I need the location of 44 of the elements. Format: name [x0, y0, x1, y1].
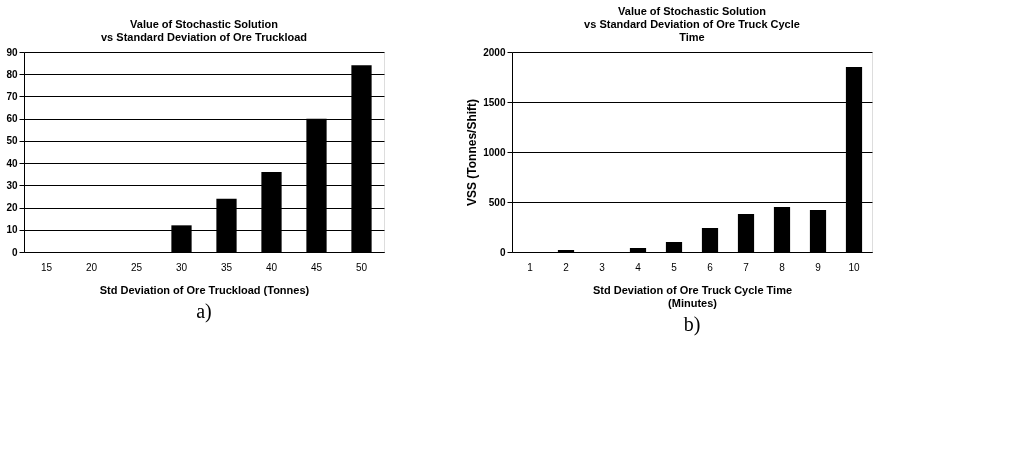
x-tick-label: 30: [175, 261, 188, 273]
x-tick-label: 15: [40, 261, 53, 273]
y-axis-title: VSS (Tonnes/Shift): [465, 98, 480, 207]
text: (Minutes): [668, 296, 717, 309]
text: Value of Stochastic Solution: [618, 5, 766, 17]
y-tick-label: 2000: [483, 46, 506, 58]
y-tick-label: 80: [6, 68, 18, 80]
y-tick-label: 1000: [483, 146, 506, 158]
x-tick-label: 40: [265, 261, 278, 273]
y-tick-label: 90: [6, 46, 18, 58]
y-tick-label: 0: [499, 246, 506, 258]
text: Time: [679, 31, 705, 43]
x-tick-label: 45: [310, 261, 323, 273]
x-tick-label: 7: [743, 261, 750, 273]
x-tick-label: 2: [563, 261, 570, 273]
y-tick-label: 500: [488, 196, 506, 208]
x-tick-label: 6: [707, 261, 714, 273]
x-tick-label: 3: [599, 261, 606, 273]
y-tick-label: 10: [6, 224, 18, 236]
x-tick-label: 9: [815, 261, 822, 273]
x-tick-label: 50: [355, 261, 368, 273]
x-tick-label: 20: [85, 261, 98, 273]
text: vs Standard Deviation of Ore Truckload: [101, 31, 307, 43]
text: Value of Stochastic Solution: [130, 18, 278, 30]
y-tick-label: 60: [6, 113, 18, 125]
y-tick-label: 20: [6, 202, 18, 214]
x-tick-label: 25: [130, 261, 143, 273]
text: b): [683, 313, 701, 336]
y-tick-label: 50: [6, 135, 18, 147]
x-tick-label: 1: [527, 261, 534, 273]
x-tick-label: 10: [848, 261, 860, 273]
x-axis-title: Std Deviation of Ore Truckload (Tonnes): [99, 283, 310, 296]
x-tick-label: 35: [220, 261, 233, 273]
x-tick-label: 5: [671, 261, 678, 273]
y-tick-label: 1500: [483, 96, 506, 108]
x-tick-label: 4: [635, 261, 642, 273]
text: Std Deviation of Ore Truck Cycle Time: [592, 283, 793, 296]
text: a): [196, 300, 212, 323]
y-tick-label: 70: [6, 90, 18, 102]
y-tick-label: 30: [6, 179, 18, 191]
y-tick-label: 40: [6, 157, 18, 169]
x-tick-label: 8: [779, 261, 786, 273]
text: vs Standard Deviation of Ore Truck Cycle: [584, 18, 800, 30]
y-tick-label: 0: [11, 246, 18, 258]
